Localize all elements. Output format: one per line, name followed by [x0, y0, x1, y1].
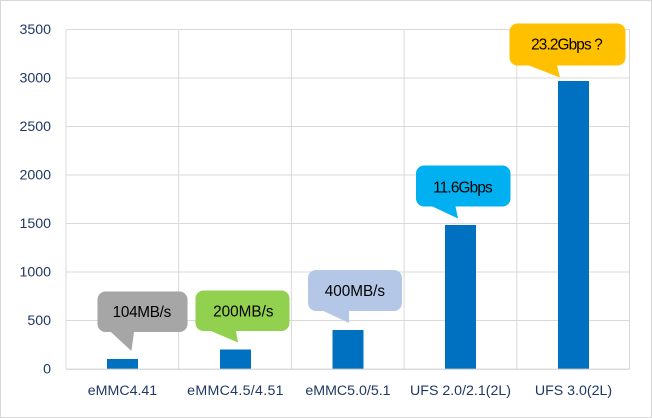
svg-text:500: 500: [27, 313, 51, 329]
svg-text:400MB/s: 400MB/s: [325, 283, 386, 300]
svg-text:2500: 2500: [19, 119, 51, 135]
svg-text:2000: 2000: [19, 167, 51, 183]
svg-text:eMMC4.5/4.51: eMMC4.5/4.51: [187, 383, 284, 399]
svg-text:11.6Gbps: 11.6Gbps: [433, 179, 493, 196]
svg-text:3500: 3500: [19, 22, 51, 38]
svg-text:eMMC5.0/5.1: eMMC5.0/5.1: [305, 383, 390, 399]
svg-text:UFS 2.0/2.1(2L): UFS 2.0/2.1(2L): [410, 383, 511, 399]
svg-text:0: 0: [43, 361, 51, 377]
svg-text:23.2Gbps ?: 23.2Gbps ?: [531, 37, 602, 54]
svg-text:200MB/s: 200MB/s: [213, 304, 274, 321]
svg-text:UFS 3.0(2L): UFS 3.0(2L): [535, 383, 612, 399]
svg-text:3000: 3000: [19, 70, 51, 86]
svg-text:104MB/s: 104MB/s: [113, 304, 172, 321]
svg-text:1000: 1000: [19, 264, 51, 280]
svg-text:1500: 1500: [19, 216, 51, 232]
svg-text:eMMC4.41: eMMC4.41: [88, 383, 157, 399]
